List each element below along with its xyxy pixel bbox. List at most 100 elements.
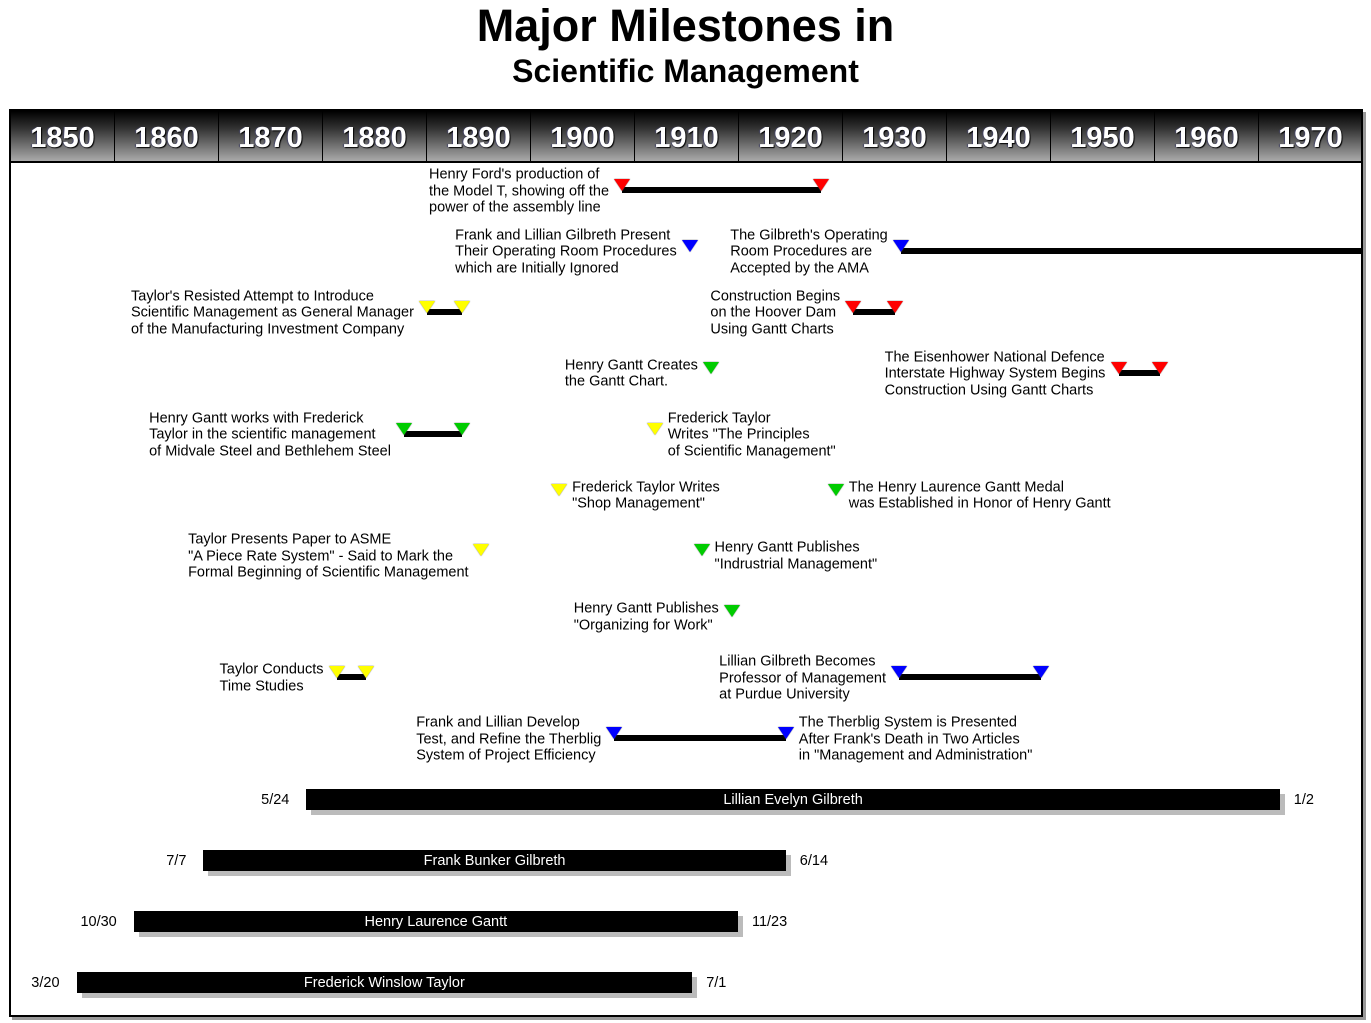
lifespan-end-date: 7/1 [706,974,727,991]
milestone-label-line: Room Procedures are [730,243,873,260]
milestone-label: Henry Gantt works with Frederick Taylor i… [149,410,391,460]
green-milestone-marker-icon [396,422,413,435]
milestone-label-line: Henry Gantt works with Frederick [149,409,364,426]
milestone-duration-bar [336,674,366,681]
milestone-duration-bar [427,308,463,315]
chart-title: Major Milestones in [476,0,895,51]
milestone-label-line: Lillian Gilbreth Becomes [719,653,876,670]
decade-label-1960: 1960 [1155,111,1259,161]
lifespan-bar: Frederick Winslow Taylor [76,971,693,993]
milestone-duration-bar [853,308,895,315]
timeline-frame: 1850 1860 1870 1880 1890 1900 1910 1920 1930 1940… [9,109,1363,1017]
milestone-label-line: Frank and Lillian Develop [416,714,580,731]
milestone-label-line: Frank and Lillian Gilbreth Present [455,227,671,244]
milestone-duration-bar [404,430,463,437]
decade-header: 1850 1860 1870 1880 1890 1900 1910 1920 1930 1940… [11,111,1361,163]
decade-label-1920: 1920 [739,111,843,161]
milestone-label: Taylor Presents Paper to ASME "A Piece Ra… [188,532,468,582]
red-milestone-marker-icon [813,179,830,191]
lifespan-bar: Frank Bunker Gilbreth [203,849,786,871]
milestone-label-line: at Purdue University [719,686,850,703]
milestone-label-line: The Henry Laurence Gantt Medal [848,479,1064,495]
milestone-label-line: The Therblig System is Presented [798,714,1017,731]
yellow-milestone-marker-icon [357,666,374,679]
lifespan-start-date: 10/30 [80,913,117,930]
decade-label-1930: 1930 [843,111,947,161]
milestone-label: Lillian Gilbreth Becomes Professor of Man… [719,653,886,703]
milestone-label-line: Henry Gantt Creates [564,357,698,374]
milestone-label-line: Construction Using Gantt Charts [884,381,1094,398]
green-milestone-marker-icon [454,422,471,435]
green-milestone-marker-icon [827,483,844,496]
milestone-label-line: Time Studies [219,678,304,695]
milestone-label: Frederick Taylor Writes "The Principles of… [668,410,836,460]
milestone-label-line: Using Gantt Charts [710,321,834,338]
milestone-label-line: of Midvale Steel and Bethlehem Steel [149,442,391,459]
milestone-label: Henry Gantt Creates the Gantt Chart. [565,357,698,390]
milestone-duration-bar [901,247,1361,254]
red-milestone-marker-icon [1152,361,1169,374]
decade-label-1910: 1910 [635,111,739,161]
red-milestone-marker-icon [1110,361,1127,374]
decade-label-1940: 1940 [947,111,1051,161]
milestone-label-line: After Frank's Death in Two Articles [798,730,1020,747]
decade-label-1900: 1900 [531,111,635,161]
decade-label-1890: 1890 [427,111,531,161]
red-milestone-marker-icon [845,300,862,313]
milestone-label-line: Henry Gantt Publishes [573,600,719,617]
milestone-label: Henry Gantt Publishes "Indrustrial Manage… [715,540,878,573]
decade-label-1970: 1970 [1259,111,1361,161]
milestone-label-line: on the Hoover Dam [710,304,837,321]
decade-label-1870: 1870 [219,111,323,161]
milestone-label-line: Taylor Presents Paper to ASME [188,531,392,548]
lifespan-start-date: 7/7 [166,852,187,869]
milestone-label-line: The Gilbreth's Operating [730,227,888,244]
milestone-label-line: Their Operating Room Procedures [455,243,677,260]
milestone-label-line: Accepted by the AMA [730,260,869,277]
milestone-label-line: the Model T, showing off the [429,182,610,199]
milestone-label-line: "Shop Management" [572,495,705,512]
milestone-label-line: Henry Gantt Publishes [714,539,860,556]
milestone-label-line: Formal Beginning of Scientific Managemen… [188,564,469,581]
milestone-label: Construction Begins on the Hoover Dam Usin… [710,288,840,338]
milestone-label-line: Professor of Management [719,669,886,686]
lifespan-end-date: 6/14 [799,852,829,869]
lifespan-end-date: 1/2 [1293,792,1314,808]
green-milestone-marker-icon [702,361,719,374]
milestone-label-line: Henry Ford's production of [429,166,600,183]
milestone-label-line: power of the assembly line [429,199,601,216]
milestone-duration-bar [622,187,822,193]
milestone-label-line: was Established in Honor of Henry Gantt [848,495,1111,512]
green-milestone-marker-icon [723,605,740,618]
milestone-label-line: Taylor's Resisted Attempt to Introduce [131,288,374,305]
milestone-label: Henry Gantt Publishes "Organizing for Wor… [574,601,719,634]
yellow-milestone-marker-icon [551,483,568,496]
milestone-duration-bar [899,674,1041,681]
milestone-label: Frank and Lillian Gilbreth Present Their … [455,227,677,277]
milestone-label: Frank and Lillian Develop Test, and Refin… [416,714,601,764]
blue-milestone-marker-icon [682,239,699,252]
lifespan-end-date: 11/23 [751,913,788,930]
milestone-label-line: the Gantt Chart. [564,373,669,390]
blue-milestone-marker-icon [893,239,910,252]
milestone-label: Taylor's Resisted Attempt to Introduce Sc… [131,288,414,338]
yellow-milestone-marker-icon [473,544,490,557]
lifespan-bar: Lillian Evelyn Gilbreth [306,789,1280,810]
milestone-label-line: of the Manufacturing Investment Company [131,321,405,338]
yellow-milestone-marker-icon [419,300,435,313]
lifespan-bar: Henry Laurence Gantt [133,910,738,932]
milestone-label-line: "Indrustrial Management" [714,556,878,573]
yellow-milestone-marker-icon [328,666,345,679]
blue-milestone-marker-icon [891,666,908,679]
milestone-label-line: of Scientific Management" [667,442,836,459]
milestone-label: The Eisenhower National Defence Interstat… [885,349,1106,399]
milestone-label-line: Taylor Conducts [219,661,324,678]
decade-label-1950: 1950 [1051,111,1155,161]
milestone-label-line: Test, and Refine the Therblig [416,730,602,747]
blue-milestone-marker-icon [606,727,623,740]
milestone-label: The Gilbreth's Operating Room Procedures … [730,227,888,277]
red-milestone-marker-icon [614,179,630,191]
milestone-label: The Henry Laurence Gantt Medal was Establ… [849,479,1111,512]
milestone-label-line: Frederick Taylor Writes [572,479,720,495]
milestone-label-line: Writes "The Principles [667,426,810,443]
